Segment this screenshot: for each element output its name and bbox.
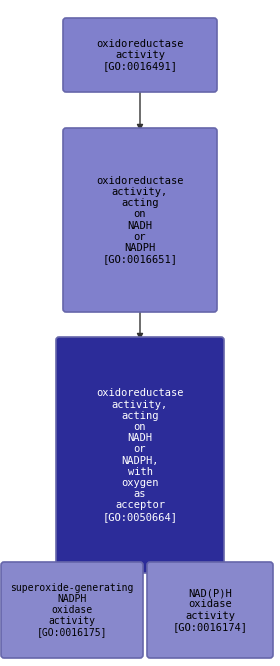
FancyBboxPatch shape: [56, 337, 224, 573]
FancyBboxPatch shape: [63, 128, 217, 312]
FancyBboxPatch shape: [147, 562, 273, 658]
Text: superoxide-generating
NADPH
oxidase
activity
[GO:0016175]: superoxide-generating NADPH oxidase acti…: [10, 583, 134, 637]
FancyBboxPatch shape: [1, 562, 143, 658]
FancyBboxPatch shape: [63, 18, 217, 92]
Text: oxidoreductase
activity,
acting
on
NADH
or
NADPH
[GO:0016651]: oxidoreductase activity, acting on NADH …: [96, 176, 184, 264]
Text: oxidoreductase
activity
[GO:0016491]: oxidoreductase activity [GO:0016491]: [96, 39, 184, 71]
Text: oxidoreductase
activity,
acting
on
NADH
or
NADPH,
with
oxygen
as
acceptor
[GO:00: oxidoreductase activity, acting on NADH …: [96, 388, 184, 521]
Text: NAD(P)H
oxidase
activity
[GO:0016174]: NAD(P)H oxidase activity [GO:0016174]: [172, 588, 248, 632]
